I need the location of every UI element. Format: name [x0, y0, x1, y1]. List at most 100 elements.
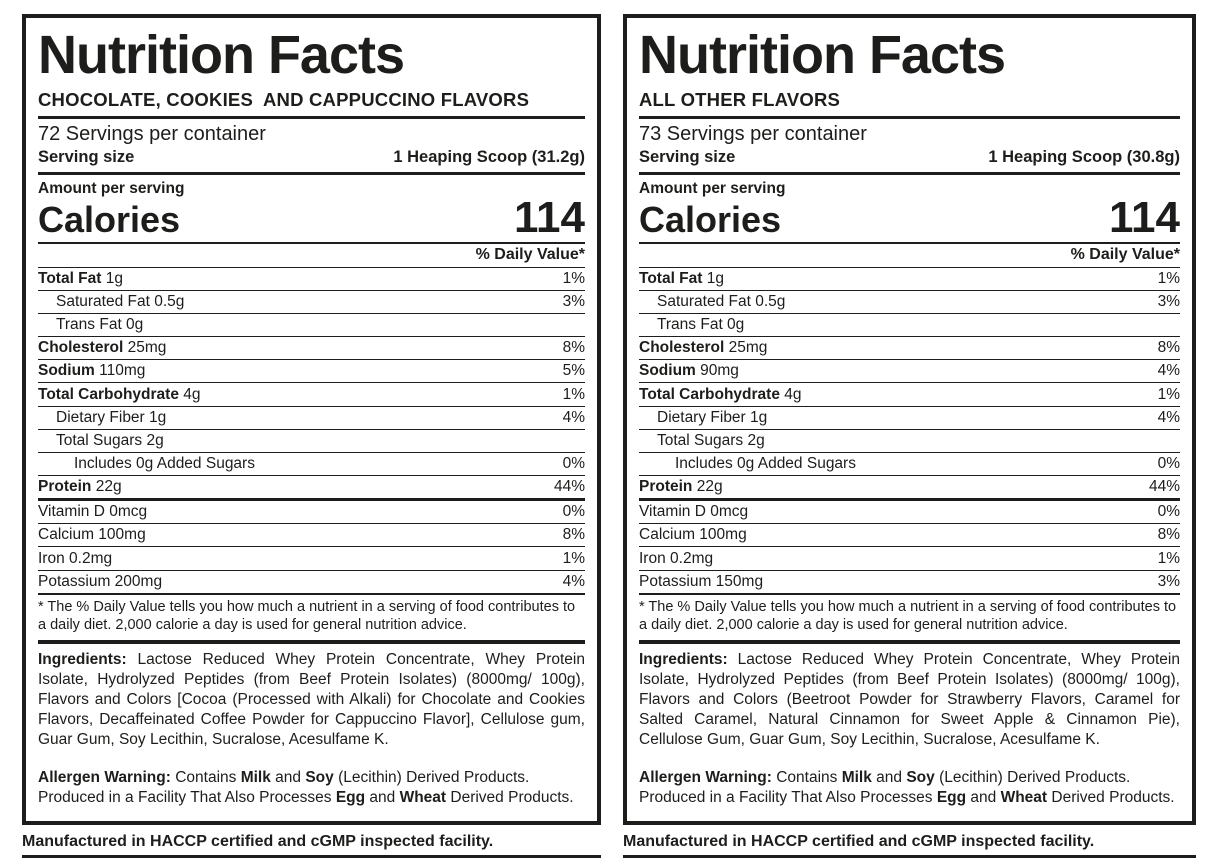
bold-text-segment: Ingredients: — [38, 650, 138, 668]
nutrient-name: Saturated Fat 0.5g — [657, 293, 786, 310]
text-segment: and — [871, 769, 907, 787]
nutrient-row: Includes 0g Added Sugars 0% — [38, 453, 585, 476]
nutrient-name: Calcium 100mg — [639, 526, 747, 544]
divider — [639, 116, 1180, 120]
servings-per-container: 72 Servings per container — [38, 123, 266, 146]
ingredients-text: Ingredients: Lactose Reduced Whey Protei… — [639, 650, 1180, 751]
nutrient-row: Calcium 100mg 8% — [639, 524, 1180, 548]
amount-per-serving: Amount per serving — [639, 180, 786, 198]
nutrient-name: Saturated Fat 0.5g — [56, 293, 185, 310]
text-segment: Lactose Reduced Whey Protein Concentrate… — [639, 650, 1180, 749]
nutrient-name: Cholesterol 25mg — [639, 339, 768, 357]
nutrient-daily-value: 1% — [562, 549, 585, 567]
nutrient-name: Total Fat 1g — [639, 269, 724, 287]
nutrient-row: Calcium 100mg 8% — [38, 524, 585, 548]
nutrient-row: Cholesterol 25mg 8% — [38, 337, 585, 361]
nutrient-daily-value: 1% — [562, 385, 585, 403]
nutrient-row: Total Fat 1g 1% — [38, 268, 585, 291]
nutrition-facts-box: Nutrition Facts CHOCOLATE, COOKIES AND C… — [22, 14, 601, 825]
text-segment: (Lecithin) Derived Products. Produced in… — [639, 769, 1131, 807]
nutrient-row: Total Carbohydrate 4g 1% — [639, 383, 1180, 407]
nutrient-name: Vitamin D 0mcg — [639, 503, 749, 521]
nutrient-name: Potassium 150mg — [639, 572, 764, 590]
bold-text-segment: Ingredients: — [639, 650, 738, 668]
nutrient-row: Cholesterol 25mg 8% — [639, 337, 1180, 361]
nutrient-row: Dietary Fiber 1g 4% — [639, 407, 1180, 430]
text-segment: and — [966, 789, 1001, 807]
nutrient-name: Sodium 90mg — [639, 362, 739, 380]
nutrient-name: Protein 22g — [38, 478, 122, 496]
nutrient-row: Total Sugars 2g — [38, 430, 585, 453]
flavor-subtitle: CHOCOLATE, COOKIES AND CAPPUCCINO FLAVOR… — [38, 89, 530, 111]
nutrient-name: Iron 0.2mg — [639, 549, 714, 567]
nutrient-name: Total Fat 1g — [38, 269, 123, 287]
nutrient-daily-value: 44% — [553, 478, 585, 496]
nutrient-name: Trans Fat 0g — [657, 316, 745, 334]
serving-size-value: 1 Heaping Scoop (30.8g) — [988, 148, 1180, 167]
manufactured-note: Manufactured in HACCP certified and cGMP… — [623, 833, 1196, 858]
nutrient-daily-value: 4% — [562, 408, 585, 426]
nutrient-name: Vitamin D 0mcg — [38, 503, 148, 521]
nutrient-name: Protein 22g — [639, 478, 723, 496]
calories-row: Calories 114 — [38, 193, 585, 244]
manufactured-note: Manufactured in HACCP certified and cGMP… — [22, 833, 601, 858]
nutrient-name: Total Carbohydrate 4g — [38, 385, 201, 403]
nutrient-row: Iron 0.2mg 1% — [639, 547, 1180, 571]
nutrient-name: Total Sugars 2g — [56, 431, 164, 449]
nutrient-row: Saturated Fat 0.5g 3% — [38, 291, 585, 314]
nutrient-row: Saturated Fat 0.5g 3% — [639, 291, 1180, 314]
nutrient-name: Potassium 200mg — [38, 572, 163, 590]
nutrient-row: Trans Fat 0g — [639, 314, 1180, 338]
ingredients-text: Ingredients: Lactose Reduced Whey Protei… — [38, 650, 585, 751]
nutrient-name: Total Sugars 2g — [657, 431, 765, 449]
nutrient-daily-value: 0% — [1157, 454, 1180, 472]
nutrient-daily-value: 8% — [1157, 339, 1180, 357]
nutrition-facts-title: Nutrition Facts — [639, 25, 1006, 85]
nutrient-row: Potassium 150mg 3% — [639, 571, 1180, 593]
nutrient-daily-value: 1% — [1157, 269, 1180, 287]
nutrient-daily-value: 4% — [562, 572, 585, 590]
nutrient-daily-value: 3% — [1157, 572, 1180, 590]
bold-text-segment: Milk — [240, 769, 271, 787]
bold-text-segment: Soy — [305, 769, 334, 787]
nutrient-row: Includes 0g Added Sugars 0% — [639, 453, 1180, 476]
calories-row: Calories 114 — [639, 193, 1180, 244]
text-segment: Contains — [175, 769, 241, 787]
nutrient-daily-value: 4% — [1157, 362, 1180, 380]
serving-size-row: Serving size 1 Heaping Scoop (31.2g) — [38, 148, 585, 176]
nutrient-row: Protein 22g 44% — [639, 476, 1180, 502]
nutrient-name: Total Carbohydrate 4g — [639, 385, 802, 403]
nutrient-row: Sodium 110mg 5% — [38, 360, 585, 384]
calories-value: 114 — [1109, 193, 1180, 243]
divider — [38, 116, 585, 120]
allergen-warning: Allergen Warning: Contains Milk and Soy … — [38, 768, 585, 808]
nutrient-name: Includes 0g Added Sugars — [675, 454, 856, 472]
nutrient-daily-value: 8% — [562, 526, 585, 544]
nutrient-row: Trans Fat 0g — [38, 314, 585, 338]
nutrient-rows: Total Fat 1g 1% Saturated Fat 0.5g 3% Trans … — [639, 268, 1180, 595]
nutrient-daily-value: 0% — [1157, 503, 1180, 521]
nutrient-daily-value: 3% — [562, 293, 585, 310]
calories-label: Calories — [639, 198, 782, 240]
nutrient-daily-value: 3% — [1157, 293, 1180, 310]
nutrient-daily-value: 8% — [562, 339, 585, 357]
text-segment: and — [270, 769, 306, 787]
bold-text-segment: Egg — [335, 789, 366, 807]
calories-label: Calories — [38, 198, 181, 240]
nutrient-daily-value: 44% — [1148, 478, 1180, 496]
bold-text-segment: Egg — [936, 789, 967, 807]
flavor-subtitle: ALL OTHER FLAVORS — [639, 89, 841, 111]
daily-value-header: % Daily Value* — [639, 244, 1180, 268]
nutrient-daily-value: 1% — [562, 269, 585, 287]
label-column-chocolate: Nutrition Facts CHOCOLATE, COOKIES AND C… — [22, 14, 601, 860]
bold-text-segment: Allergen Warning: — [38, 769, 176, 787]
text-segment: Derived Products. — [1047, 789, 1175, 807]
nutrient-name: Calcium 100mg — [38, 526, 146, 544]
calories-value: 114 — [514, 193, 585, 243]
nutrition-facts-box: Nutrition Facts ALL OTHER FLAVORS 73 Ser… — [623, 14, 1196, 825]
nutrient-name: Trans Fat 0g — [56, 316, 144, 334]
nutrient-row: Total Fat 1g 1% — [639, 268, 1180, 291]
bold-text-segment: Wheat — [399, 789, 447, 807]
nutrient-row: Dietary Fiber 1g 4% — [38, 407, 585, 430]
